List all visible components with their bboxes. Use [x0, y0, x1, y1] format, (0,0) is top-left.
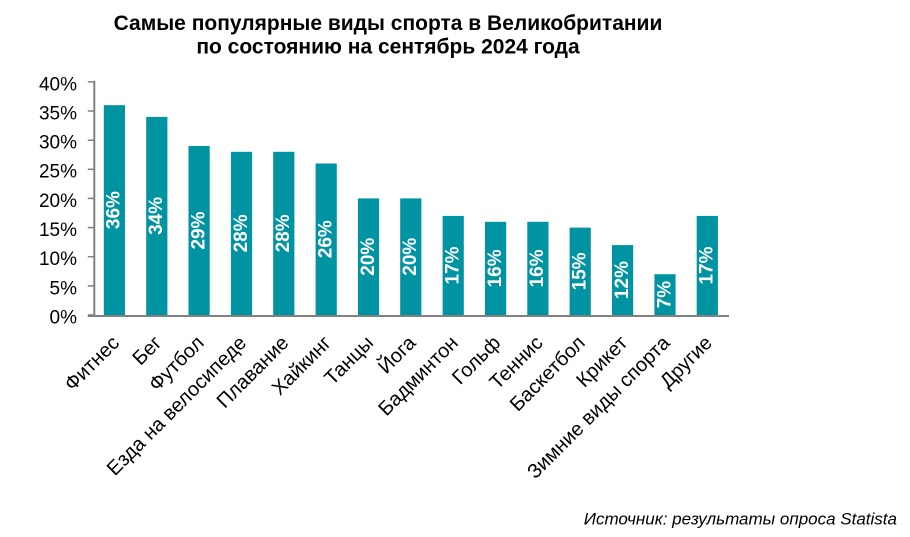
- svg-text:28%: 28%: [231, 214, 252, 252]
- svg-text:Источник: результаты опроса St: Источник: результаты опроса Statista: [584, 510, 897, 529]
- svg-text:5%: 5%: [50, 278, 78, 299]
- svg-text:0%: 0%: [50, 307, 78, 328]
- svg-text:17%: 17%: [443, 246, 464, 284]
- svg-text:7%: 7%: [654, 281, 675, 309]
- svg-text:34%: 34%: [146, 197, 167, 235]
- svg-text:36%: 36%: [104, 191, 125, 229]
- svg-text:16%: 16%: [485, 249, 506, 287]
- svg-text:25%: 25%: [39, 162, 77, 183]
- svg-text:10%: 10%: [39, 249, 77, 270]
- svg-text:15%: 15%: [39, 220, 77, 241]
- svg-text:15%: 15%: [570, 252, 591, 290]
- svg-text:29%: 29%: [188, 211, 209, 249]
- svg-text:17%: 17%: [697, 246, 718, 284]
- svg-text:20%: 20%: [358, 238, 379, 276]
- svg-text:12%: 12%: [612, 261, 633, 299]
- svg-text:28%: 28%: [273, 214, 294, 252]
- svg-text:40%: 40%: [39, 74, 77, 95]
- svg-text:35%: 35%: [39, 103, 77, 124]
- svg-text:26%: 26%: [316, 220, 337, 258]
- svg-text:16%: 16%: [527, 249, 548, 287]
- svg-text:по состоянию на сентябрь 2024: по состоянию на сентябрь 2024 года: [196, 35, 580, 58]
- svg-text:20%: 20%: [400, 238, 421, 276]
- svg-text:30%: 30%: [39, 133, 77, 154]
- svg-text:Самые популярные виды спорта в: Самые популярные виды спорта в Великобри…: [114, 12, 663, 35]
- svg-text:20%: 20%: [39, 191, 77, 212]
